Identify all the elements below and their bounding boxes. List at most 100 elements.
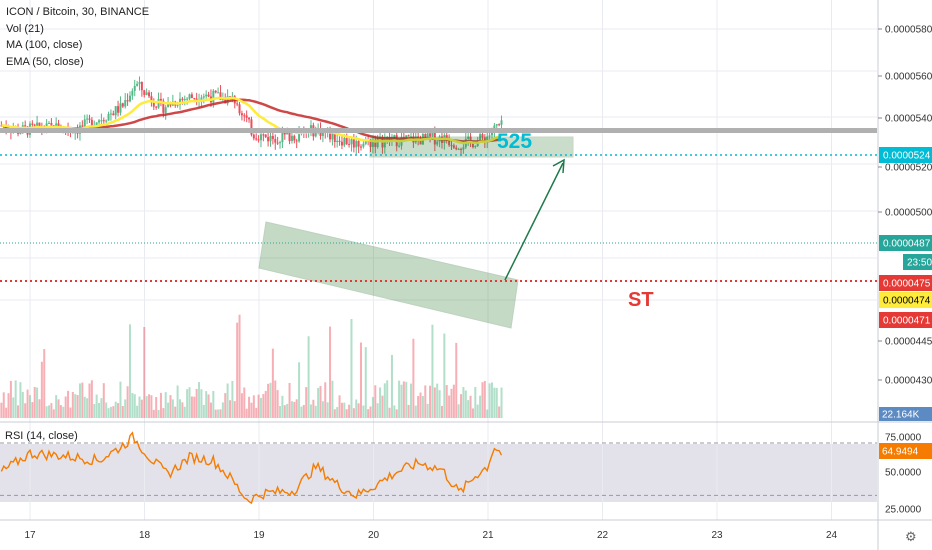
volume-bar [100,398,103,418]
volume-bar [236,322,239,418]
candle [119,96,122,116]
candle-body [224,97,227,104]
candle [157,92,160,109]
volume-bar [193,396,196,418]
candle-body [405,135,408,139]
candle [371,135,374,154]
price-badge-bg [879,235,932,251]
volume-bar [159,392,162,418]
candle [155,106,158,110]
candle-body [248,117,251,120]
volume-bar [424,385,427,418]
legend-ma[interactable]: MA (100, close) [6,39,83,51]
volume-bar [43,349,46,418]
candle-body [448,140,451,146]
candle [114,105,117,120]
candle-body [362,143,365,147]
candle-body [288,132,291,142]
candle [295,138,298,149]
candle-body [112,113,115,116]
volume-bar [9,380,12,418]
candle-body [140,81,143,91]
volume-bar [186,389,189,418]
candle [117,100,120,117]
legend-volume[interactable]: Vol (21) [6,22,44,35]
volume-bar [36,387,39,418]
rsi-line [0,431,503,505]
volume-bar [138,396,141,418]
volume-bar [288,382,291,418]
volume-bar [109,406,112,418]
candle-body [19,132,22,134]
candle-body [152,101,155,107]
candle-body [340,141,343,146]
volume-bar [231,380,234,418]
volume-bar [145,396,148,418]
candle [207,91,210,98]
candle-body [167,102,170,108]
volume-bar [414,405,417,418]
candle-body [267,137,270,142]
candle-body [279,142,282,144]
candle-body [38,122,41,128]
price-badge-ma: 0.0000471 [879,312,932,328]
candle-body [269,135,272,142]
candle-body [490,132,493,136]
settings-icon[interactable]: ⚙ [905,530,917,545]
volume-bar [74,394,77,418]
volume-bar [371,397,374,418]
candle [469,131,472,148]
volume-bar [81,382,84,418]
volume-bar [121,405,124,418]
volume-bar [150,395,153,418]
candle-body [183,98,186,100]
candle [136,80,139,87]
volume-bar [274,380,277,418]
legend-symbol[interactable]: ICON / Bitcoin, 30, BINANCE [6,6,150,18]
price-tick-label: 0.0000560 [885,72,932,83]
volume-bar [14,380,17,418]
candle-body [424,134,427,138]
volume-bar [400,384,403,418]
price-badge-text: 0.0000487 [883,239,931,250]
volume-bar [357,403,360,418]
volume-bar [269,382,272,418]
volume-bar [86,398,89,418]
candle-body [369,140,372,147]
volume-bar [379,387,382,418]
volume-bar [257,394,260,418]
candle-body [336,140,339,142]
candle [152,98,155,111]
volume-bar [305,387,308,418]
rsi-legend[interactable]: RSI (14, close) [5,430,78,442]
volume-bar [136,405,139,418]
volume-bar [450,388,453,418]
price-badge-bg [879,292,932,308]
volume-bar [98,403,101,418]
candle-body [264,134,267,138]
time-tick-label: 21 [482,530,494,541]
price-badge-text: 0.0000471 [883,316,931,327]
volume-bar [133,394,136,418]
volume-bar [376,403,379,418]
rsi-value-badge: 64.9494 [879,443,932,459]
candle-body [469,136,472,142]
candle-body [255,138,258,140]
volume-bar [164,392,167,418]
volume-bar [309,404,312,418]
volume-bar [55,395,58,418]
volume-bar [171,399,174,418]
volume-bar [445,385,448,418]
candle [262,133,265,142]
legend-ema[interactable]: EMA (50, close) [6,55,84,68]
volume-bar [383,383,386,418]
volume-bar [345,409,348,418]
price-badge-text: 0.0000524 [883,151,931,162]
candle-body [276,142,279,144]
rsi-badge-text: 64.9494 [882,447,919,458]
candle-body [329,130,332,140]
candle-body [431,132,434,137]
volume-bar [5,407,8,418]
